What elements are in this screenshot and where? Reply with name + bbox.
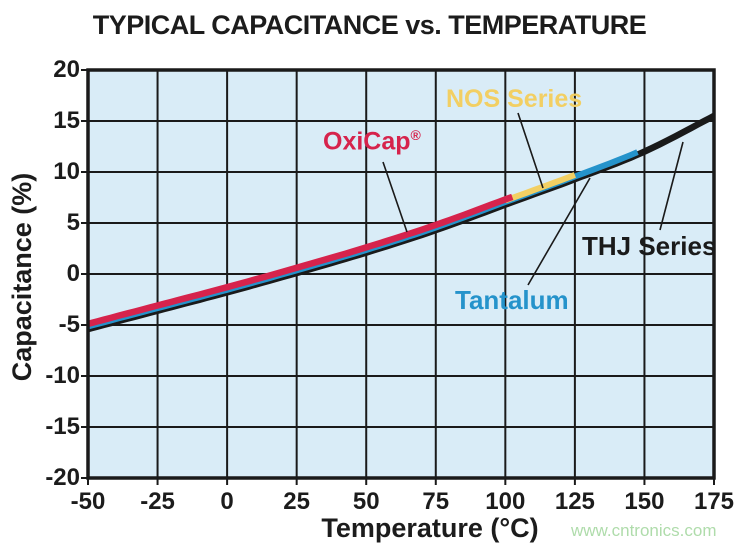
x-tick-label: 100 <box>485 488 526 515</box>
y-tick-label: 0 <box>66 260 80 287</box>
leader-line-nos <box>517 112 544 189</box>
series-label-oxicap-text: OxiCap <box>323 127 411 156</box>
x-tick-label: 75 <box>422 488 450 515</box>
leader-line-tantalum <box>527 177 591 286</box>
series-label-oxicap: OxiCap® <box>323 127 421 156</box>
y-tick-label: -20 <box>45 464 80 491</box>
y-tick-label: 10 <box>53 158 80 185</box>
x-tick-label: -50 <box>70 488 106 515</box>
series-label-thj: THJ Series <box>582 231 717 261</box>
x-axis-title: Temperature (°C) <box>321 513 539 543</box>
leader-line-oxicap <box>382 161 408 233</box>
registered-trademark-icon: ® <box>410 127 421 143</box>
y-tick-label: 20 <box>53 56 80 83</box>
x-tick-label: 25 <box>283 488 310 515</box>
x-tick-label: 175 <box>693 488 735 515</box>
y-tick-label: -15 <box>45 413 80 440</box>
y-tick-label: -5 <box>58 311 80 338</box>
series-label-nos: NOS Series <box>446 85 583 113</box>
y-tick-label: 5 <box>66 209 80 236</box>
curve-oxicap <box>87 193 514 328</box>
x-tick-label: 50 <box>352 488 380 515</box>
x-tick-label: -25 <box>140 488 175 515</box>
x-tick-label: 150 <box>624 488 665 515</box>
x-tick-label: 125 <box>554 488 595 515</box>
plot-border <box>86 68 716 480</box>
curve-nos-series <box>504 172 576 204</box>
chart-title: TYPICAL CAPACITANCE vs. TEMPERATURE <box>92 10 647 40</box>
x-tick-label: 0 <box>220 488 234 515</box>
y-tick-label: -10 <box>45 362 80 389</box>
leader-line-thj <box>659 141 684 231</box>
y-tick-label: 15 <box>53 107 80 134</box>
watermark-link[interactable]: www.cntronics.com <box>571 521 717 540</box>
series-label-tantalum: Tantalum <box>455 285 569 315</box>
